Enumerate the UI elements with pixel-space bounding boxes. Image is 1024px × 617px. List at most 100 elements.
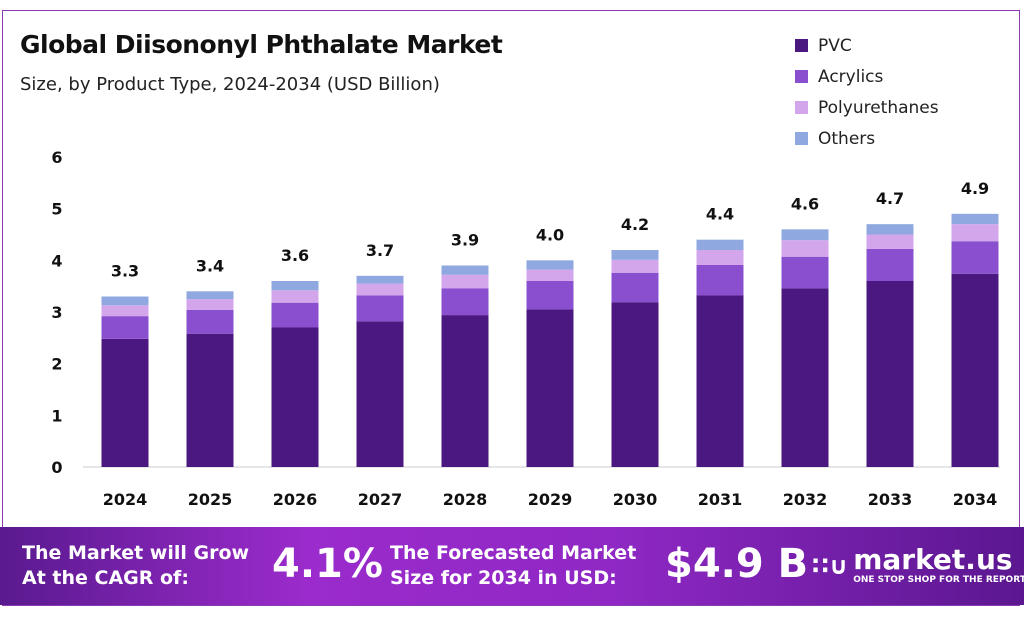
logo-icon: ∷∪ xyxy=(812,551,849,580)
legend-item-acrylics: Acrylics xyxy=(795,61,939,92)
bar-segment-acrylics-2030 xyxy=(611,272,659,303)
bar-segment-pvc-2024 xyxy=(101,338,149,467)
bar-segment-polyurethanes-2029 xyxy=(526,269,574,281)
bar-segment-acrylics-2029 xyxy=(526,281,574,310)
logo-tagline: ONE STOP SHOP FOR THE REPORTS xyxy=(853,575,1024,585)
legend-item-polyurethanes: Polyurethanes xyxy=(795,92,939,123)
bar-segment-acrylics-2025 xyxy=(186,309,234,334)
x-tick-label-2034: 2034 xyxy=(953,490,998,509)
y-tick-label: 2 xyxy=(51,355,62,374)
bar-segment-pvc-2032 xyxy=(781,288,829,467)
legend-label: Acrylics xyxy=(818,66,884,87)
bar-segment-polyurethanes-2033 xyxy=(866,234,914,249)
cagr-label: The Market will Grow At the CAGR of: xyxy=(22,541,249,591)
market-us-logo: ∷∪ market.us ONE STOP SHOP FOR THE REPOR… xyxy=(812,545,1024,586)
forecast-label-line2: Size for 2034 in USD: xyxy=(390,567,617,589)
bar-segment-others-2032 xyxy=(781,229,829,241)
footer-banner: The Market will Grow At the CAGR of: 4.1… xyxy=(0,527,1024,605)
total-label-2025: 3.4 xyxy=(196,256,224,275)
cagr-label-line2: At the CAGR of: xyxy=(22,567,189,589)
bar-segment-acrylics-2024 xyxy=(101,316,149,339)
bar-segment-polyurethanes-2025 xyxy=(186,299,234,310)
legend-item-others: Others xyxy=(795,123,939,154)
forecast-value: $4.9 B xyxy=(665,541,809,587)
x-tick-label-2025: 2025 xyxy=(188,490,233,509)
y-tick-label: 0 xyxy=(51,458,62,477)
bar-segment-pvc-2030 xyxy=(611,302,659,467)
forecast-label: The Forecasted Market Size for 2034 in U… xyxy=(390,541,636,591)
total-label-2033: 4.7 xyxy=(876,189,904,208)
bar-segment-pvc-2029 xyxy=(526,309,574,467)
x-tick-label-2028: 2028 xyxy=(443,490,488,509)
bar-segment-others-2034 xyxy=(951,213,999,225)
total-label-2031: 4.4 xyxy=(706,205,734,224)
bar-segment-polyurethanes-2024 xyxy=(101,305,149,317)
x-tick-label-2032: 2032 xyxy=(783,490,828,509)
total-label-2027: 3.7 xyxy=(366,241,394,260)
chart-frame xyxy=(2,10,1020,606)
bar-segment-pvc-2025 xyxy=(186,333,234,467)
logo-name: market.us xyxy=(853,543,1013,576)
bar-segment-others-2026 xyxy=(271,281,319,291)
x-tick-label-2026: 2026 xyxy=(273,490,318,509)
legend-swatch xyxy=(795,70,808,83)
x-tick-label-2031: 2031 xyxy=(698,490,743,509)
legend-swatch xyxy=(795,132,808,145)
legend-label: Polyurethanes xyxy=(818,97,939,118)
bar-segment-others-2027 xyxy=(356,275,404,284)
bar-segment-polyurethanes-2027 xyxy=(356,283,404,296)
legend-swatch xyxy=(795,101,808,114)
y-tick-label: 3 xyxy=(51,303,62,322)
bar-segment-polyurethanes-2030 xyxy=(611,259,659,273)
bar-segment-pvc-2033 xyxy=(866,281,914,467)
x-tick-label-2027: 2027 xyxy=(358,490,403,509)
bar-segment-acrylics-2031 xyxy=(696,264,744,296)
total-label-2024: 3.3 xyxy=(111,262,139,281)
bar-segment-pvc-2027 xyxy=(356,321,404,467)
total-label-2032: 4.6 xyxy=(791,194,819,213)
bar-segment-acrylics-2027 xyxy=(356,295,404,322)
y-tick-label: 4 xyxy=(51,251,62,270)
bar-segment-others-2024 xyxy=(101,296,149,306)
bar-segment-others-2030 xyxy=(611,250,659,260)
x-tick-label-2024: 2024 xyxy=(103,490,148,509)
chart-title: Global Diisononyl Phthalate Market xyxy=(20,30,503,59)
bar-segment-others-2031 xyxy=(696,239,744,250)
chart-subtitle: Size, by Product Type, 2024-2034 (USD Bi… xyxy=(20,74,440,95)
y-tick-label: 1 xyxy=(51,406,62,425)
bar-segment-others-2028 xyxy=(441,265,489,275)
bar-segment-polyurethanes-2026 xyxy=(271,290,319,303)
bar-segment-polyurethanes-2032 xyxy=(781,240,829,257)
bar-chart: 0 1 2 3 4 5 6 3.3 2024 3.4 2025 3.6 2026 3.7 2027 3.9 20… xyxy=(51,148,1000,509)
x-tick-label-2029: 2029 xyxy=(528,490,573,509)
total-label-2026: 3.6 xyxy=(281,246,309,265)
bar-segment-others-2033 xyxy=(866,224,914,235)
x-tick-label-2033: 2033 xyxy=(868,490,913,509)
x-tick-label-2030: 2030 xyxy=(613,490,658,509)
bar-segment-pvc-2026 xyxy=(271,327,319,467)
total-label-2034: 4.9 xyxy=(961,179,989,198)
bar-segment-polyurethanes-2028 xyxy=(441,274,489,289)
y-tick-label: 6 xyxy=(51,148,62,167)
bar-segment-acrylics-2032 xyxy=(781,256,829,289)
cagr-value: 4.1% xyxy=(272,541,383,587)
y-tick-label: 5 xyxy=(51,200,62,219)
legend-swatch xyxy=(795,39,808,52)
total-label-2030: 4.2 xyxy=(621,215,649,234)
bar-segment-others-2025 xyxy=(186,291,234,300)
bar-segment-acrylics-2028 xyxy=(441,288,489,316)
legend: PVC Acrylics Polyurethanes Others xyxy=(795,30,939,154)
bar-segment-acrylics-2033 xyxy=(866,248,914,281)
bar-segment-acrylics-2034 xyxy=(951,241,999,274)
forecast-label-line1: The Forecasted Market xyxy=(390,542,637,564)
bar-segment-others-2029 xyxy=(526,260,574,270)
legend-item-pvc: PVC xyxy=(795,30,939,61)
legend-label: Others xyxy=(818,128,876,149)
bar-segment-pvc-2031 xyxy=(696,295,744,467)
bar-segment-pvc-2028 xyxy=(441,315,489,467)
bar-segment-polyurethanes-2034 xyxy=(951,224,999,242)
bar-segment-polyurethanes-2031 xyxy=(696,250,744,265)
cagr-label-line1: The Market will Grow xyxy=(22,542,250,564)
bar-segment-acrylics-2026 xyxy=(271,302,319,328)
bar-segment-pvc-2034 xyxy=(951,273,999,467)
